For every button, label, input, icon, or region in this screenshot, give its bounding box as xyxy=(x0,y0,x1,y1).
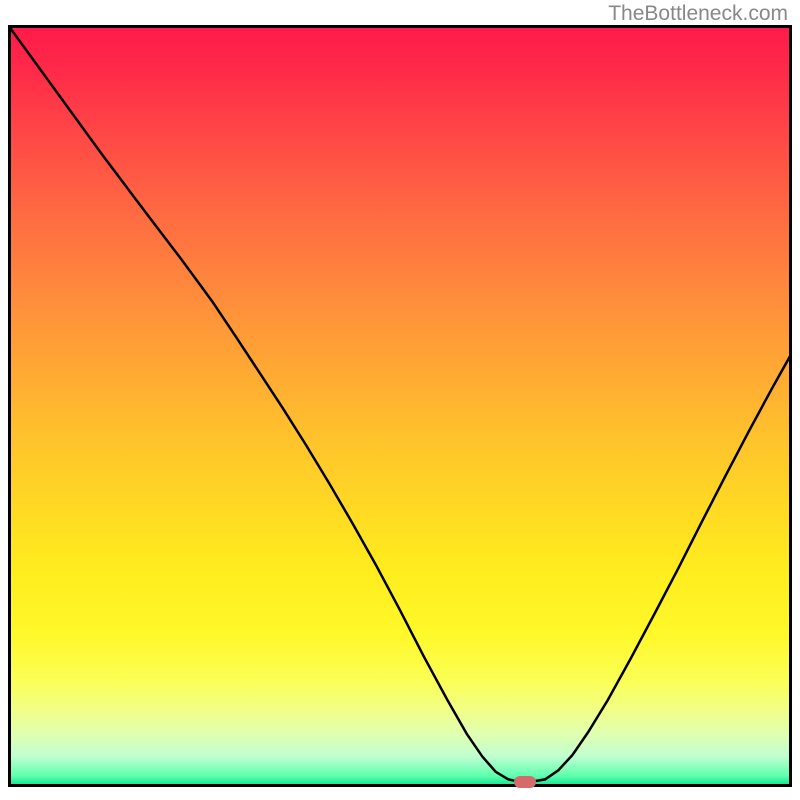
watermark-text: TheBottleneck.com xyxy=(608,2,788,26)
chart-area xyxy=(8,25,792,787)
bottleneck-marker xyxy=(514,776,536,788)
curve-line xyxy=(8,25,792,787)
